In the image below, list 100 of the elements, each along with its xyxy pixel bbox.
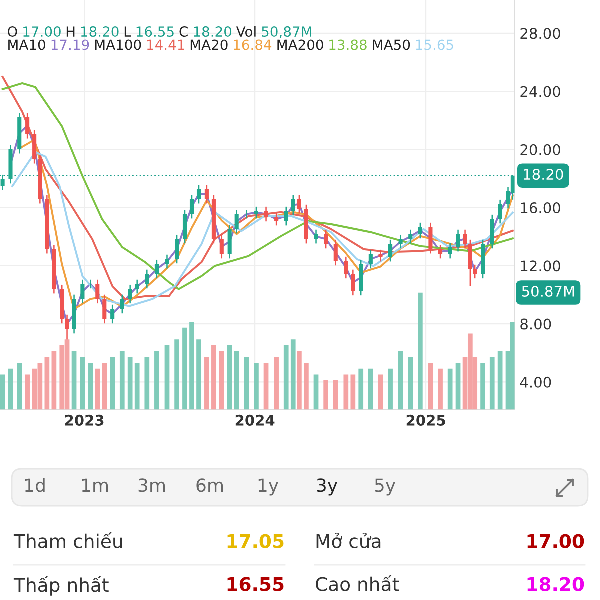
- candlestick: [368, 249, 373, 270]
- bar: [134, 363, 140, 410]
- y-tick-label: 8.00: [520, 318, 552, 330]
- bar: [182, 328, 188, 410]
- candlestick: [344, 256, 348, 280]
- x-tick-label: 2023: [65, 414, 104, 426]
- candlestick: [204, 184, 209, 204]
- bar: [227, 345, 232, 410]
- bar: [324, 380, 328, 410]
- bar: [204, 357, 210, 410]
- x-tick-label: 2024: [236, 414, 275, 426]
- bar: [290, 340, 296, 410]
- text: 1d: [26, 478, 45, 492]
- bar: [80, 357, 86, 410]
- candlestick: [190, 194, 194, 220]
- bar: [274, 357, 279, 410]
- bar: [398, 351, 404, 410]
- bar: [164, 345, 170, 410]
- text: 18.20: [528, 577, 584, 592]
- bar: [358, 368, 364, 410]
- candlestick: [244, 209, 249, 220]
- text: Cao nhất: [316, 575, 400, 592]
- bar: [128, 357, 133, 410]
- text: MA10 17.19 MA100 14.41 MA20 16.84 MA200 13.88 MA50 15.65: [8, 40, 454, 50]
- candlestick: [334, 239, 338, 266]
- text: Thấp nhất: [14, 576, 109, 596]
- candlestick: [135, 279, 140, 294]
- bar: [418, 292, 423, 410]
- bar: [333, 380, 338, 410]
- candlestick: [418, 222, 422, 240]
- candlestick: [220, 234, 224, 260]
- bar: [196, 340, 202, 410]
- bar: [110, 357, 116, 410]
- text: 1m: [82, 478, 108, 492]
- candlestick: [284, 206, 288, 226]
- bar: [456, 363, 461, 410]
- bar: [490, 357, 495, 410]
- bar: [244, 357, 250, 410]
- y-tick-label: 28.00: [520, 28, 560, 40]
- candlestick: [154, 259, 159, 280]
- bar: [0, 374, 6, 410]
- candlestick: [254, 206, 258, 220]
- text: Tham chiếu: [14, 532, 122, 548]
- candlestick: [351, 269, 356, 296]
- text: 16.55: [228, 577, 284, 592]
- bar: [144, 357, 150, 410]
- bar: [234, 351, 240, 410]
- bar: [17, 363, 22, 410]
- bar: [25, 374, 30, 410]
- bar: [212, 345, 216, 410]
- candlestick: [264, 206, 268, 222]
- candlestick: [398, 234, 403, 250]
- candlestick: [175, 234, 180, 264]
- bar: [154, 351, 160, 410]
- bar: [102, 363, 108, 410]
- text: Mở cửa: [316, 532, 381, 548]
- candlestick: [473, 264, 478, 280]
- text: 17.05: [228, 534, 284, 548]
- candlestick: [196, 184, 202, 204]
- bar: [190, 322, 194, 410]
- candlestick: [234, 209, 239, 234]
- bar: [44, 357, 50, 410]
- bar: [344, 374, 349, 410]
- candlestick: [388, 239, 393, 262]
- bar: [438, 368, 443, 410]
- candlestick: [26, 112, 30, 140]
- candlestick: [448, 242, 452, 260]
- bar: [297, 351, 302, 410]
- bar: [498, 351, 503, 410]
- bar: [120, 351, 125, 410]
- candlestick: [80, 279, 85, 304]
- candlestick: [438, 244, 443, 260]
- bar: [72, 351, 77, 410]
- candlestick: [291, 194, 296, 216]
- y-tick-label: 24.00: [520, 86, 560, 98]
- candlestick: [120, 294, 124, 314]
- candlestick: [96, 279, 100, 304]
- bar: [350, 374, 356, 410]
- ref-line-label: 18.20: [524, 169, 564, 180]
- bar: [378, 374, 384, 410]
- candlestick: [102, 294, 107, 324]
- bar: [8, 368, 14, 410]
- candlestick: [128, 284, 132, 304]
- candlestick: [463, 229, 468, 250]
- y-tick-label: 4.00: [520, 376, 552, 388]
- candlestick: [498, 199, 502, 224]
- y-tick-label: 20.00: [520, 144, 560, 156]
- candlestick: [110, 304, 115, 324]
- text: 3y: [317, 478, 338, 496]
- text: 5y: [375, 478, 396, 496]
- bar: [264, 363, 269, 410]
- bar: [428, 363, 434, 410]
- bar: [52, 351, 57, 410]
- bar: [219, 351, 224, 410]
- bar: [314, 374, 319, 410]
- x-tick-label: 2025: [406, 414, 446, 426]
- candlestick: [456, 229, 460, 252]
- candlestick: [274, 212, 279, 226]
- bar: [368, 368, 374, 410]
- bar: [408, 357, 414, 410]
